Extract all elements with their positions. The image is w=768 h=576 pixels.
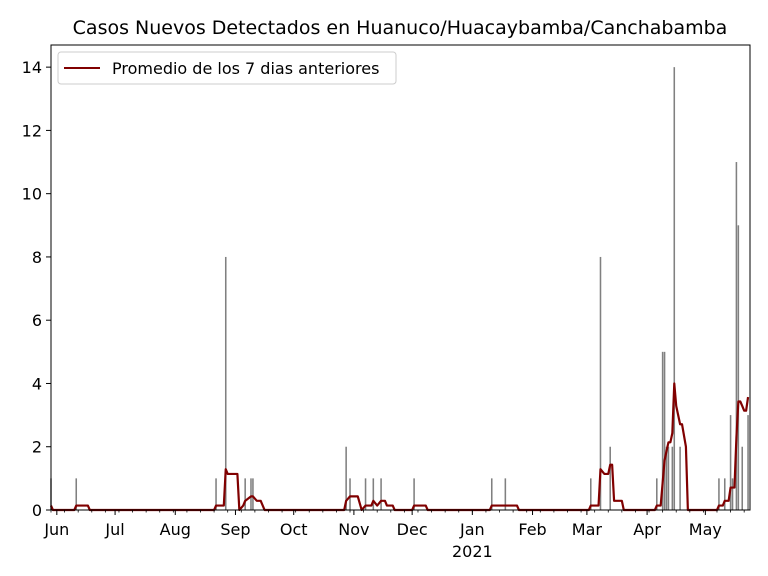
x-tick-label: Sep <box>220 520 250 539</box>
legend-label: Promedio de los 7 dias anteriores <box>112 59 379 78</box>
bar <box>679 446 681 510</box>
bar <box>663 351 666 510</box>
bar <box>380 478 382 510</box>
x-tick-label: May <box>689 520 722 539</box>
x-tick-label: Apr <box>633 520 661 539</box>
bar <box>364 478 367 510</box>
bar <box>735 162 738 510</box>
bar <box>244 478 246 510</box>
bar <box>224 256 227 510</box>
bar <box>250 478 252 510</box>
y-tick-label: 8 <box>32 248 42 267</box>
bar <box>665 446 668 510</box>
y-tick-label: 2 <box>32 438 42 457</box>
bar <box>413 478 415 510</box>
x-tick-label: Nov <box>338 520 369 539</box>
bar <box>661 351 664 510</box>
chart-title: Casos Nuevos Detectados en Huanuco/Huaca… <box>73 17 728 39</box>
legend-box <box>57 51 397 85</box>
y-tick-label: 0 <box>32 501 42 520</box>
bar <box>718 478 720 510</box>
bar <box>372 478 375 510</box>
x-year-label: 2021 <box>452 542 493 561</box>
x-tick-label: Aug <box>160 520 191 539</box>
bar <box>667 446 670 510</box>
y-tick-label: 6 <box>32 311 42 330</box>
bar <box>671 446 674 510</box>
x-tick-label: Feb <box>518 520 546 539</box>
y-tick-label: 14 <box>22 58 42 77</box>
average-line-series <box>49 382 750 512</box>
plot-frame <box>50 44 751 511</box>
bar <box>504 478 507 510</box>
bar <box>729 415 732 510</box>
bar <box>590 478 592 510</box>
bar-series <box>50 67 749 511</box>
average-line <box>49 382 750 512</box>
bar <box>609 446 611 510</box>
x-axis: Jun Jul Aug Sep Oct Nov Dec Jan Feb Mar Apr May 2021 <box>43 510 745 561</box>
y-axis: 0 2 4 6 8 10 12 14 <box>22 58 51 520</box>
bar <box>599 256 602 510</box>
bar <box>747 415 749 510</box>
x-tick-label: Dec <box>397 520 428 539</box>
x-tick-label: Jun <box>43 520 69 539</box>
x-tick-label: Jan <box>459 520 485 539</box>
y-tick-label: 12 <box>22 121 42 140</box>
bar <box>252 478 254 510</box>
bar <box>345 446 347 510</box>
x-tick-label: Jul <box>104 520 124 539</box>
bar <box>490 478 493 510</box>
x-tick-label: Oct <box>280 520 308 539</box>
bar <box>741 446 744 510</box>
bar <box>731 478 734 510</box>
bar <box>673 67 676 511</box>
y-tick-label: 10 <box>22 185 42 204</box>
y-tick-label: 4 <box>32 374 42 393</box>
bar <box>349 478 351 510</box>
legend: Promedio de los 7 dias anteriores <box>57 51 397 85</box>
bar <box>737 225 740 510</box>
x-tick-label: Mar <box>572 520 603 539</box>
bar <box>656 478 658 510</box>
bar <box>75 478 78 510</box>
bar <box>215 478 217 510</box>
bar <box>723 478 726 510</box>
